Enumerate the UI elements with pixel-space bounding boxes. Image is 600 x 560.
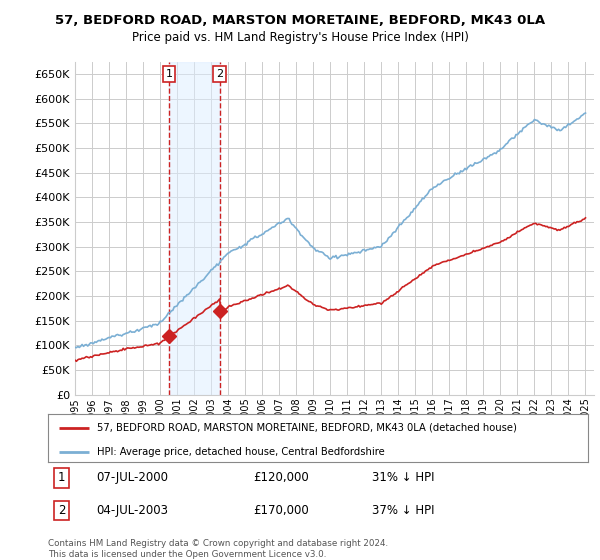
Text: HPI: Average price, detached house, Central Bedfordshire: HPI: Average price, detached house, Cent…	[97, 446, 385, 456]
Text: Price paid vs. HM Land Registry's House Price Index (HPI): Price paid vs. HM Land Registry's House …	[131, 31, 469, 44]
Text: £170,000: £170,000	[253, 504, 309, 517]
Text: 07-JUL-2000: 07-JUL-2000	[97, 471, 169, 484]
Text: 37% ↓ HPI: 37% ↓ HPI	[372, 504, 434, 517]
Text: 2: 2	[216, 69, 223, 79]
Bar	[169, 62, 220, 395]
Text: £120,000: £120,000	[253, 471, 309, 484]
Text: 1: 1	[58, 471, 65, 484]
Text: 1: 1	[166, 69, 172, 79]
Text: 04-JUL-2003: 04-JUL-2003	[97, 504, 169, 517]
Text: 57, BEDFORD ROAD, MARSTON MORETAINE, BEDFORD, MK43 0LA: 57, BEDFORD ROAD, MARSTON MORETAINE, BED…	[55, 14, 545, 27]
Text: Contains HM Land Registry data © Crown copyright and database right 2024.
This d: Contains HM Land Registry data © Crown c…	[48, 539, 388, 559]
Text: 31% ↓ HPI: 31% ↓ HPI	[372, 471, 434, 484]
Text: 2: 2	[58, 504, 65, 517]
Text: 57, BEDFORD ROAD, MARSTON MORETAINE, BEDFORD, MK43 0LA (detached house): 57, BEDFORD ROAD, MARSTON MORETAINE, BED…	[97, 423, 517, 433]
